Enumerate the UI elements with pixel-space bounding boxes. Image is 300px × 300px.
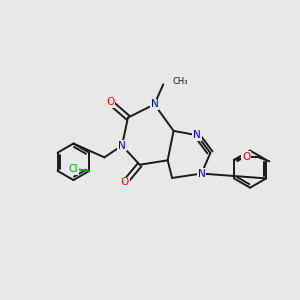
Text: O: O xyxy=(106,97,114,107)
Text: N: N xyxy=(193,130,201,140)
Text: O: O xyxy=(121,177,129,188)
Text: N: N xyxy=(151,99,158,110)
Text: CH₃: CH₃ xyxy=(173,77,188,86)
Text: O: O xyxy=(242,152,250,162)
Text: N: N xyxy=(198,169,206,178)
Text: Cl: Cl xyxy=(68,164,78,174)
Text: N: N xyxy=(118,141,126,151)
